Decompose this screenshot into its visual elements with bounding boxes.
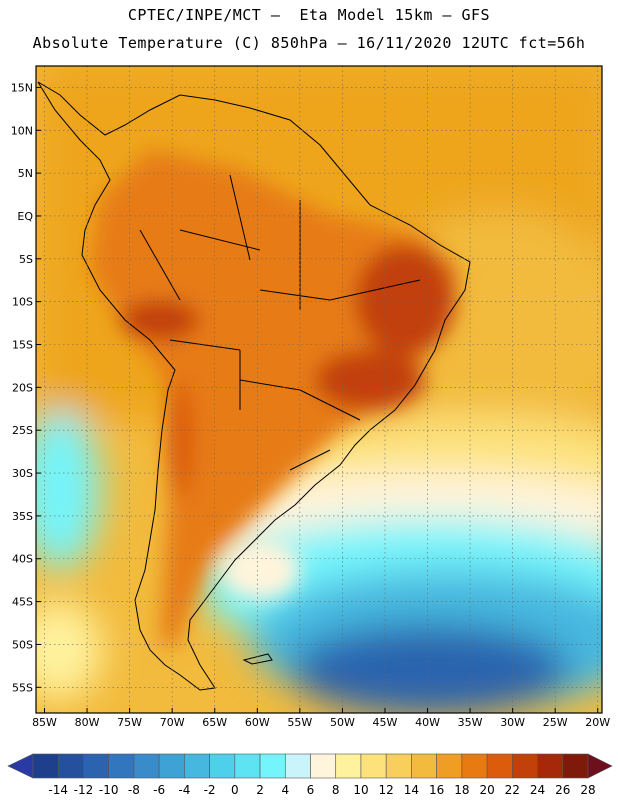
lon-tick-label: 60W (245, 716, 270, 729)
colorbar-swatch (184, 753, 210, 779)
lon-tick-label: 50W (330, 716, 355, 729)
color-bar: -14 -12 -10 -8 -6 -4 -2 0 2 4 6 8 10 12 14 16 18 20 22 24 26… (7, 753, 613, 797)
field-pacific-south (36, 600, 103, 700)
colorbar-label: -6 (153, 783, 165, 797)
south-america-outline (37, 81, 471, 691)
lat-tick-label: 10S (12, 296, 33, 309)
lon-tick-label: 75W (117, 716, 142, 729)
chart-title-line-1: CPTEC/INPE/MCT – Eta Model 15km – GFS (127, 6, 491, 24)
falkland-islands (242, 653, 273, 665)
lat-tick-label: 5S (19, 253, 33, 266)
lon-tick-label: 80W (75, 716, 100, 729)
colorbar-label: 0 (231, 783, 239, 797)
colorbar-swatch (335, 753, 362, 779)
colorbar-swatch (284, 753, 311, 779)
colorbar-swatch (436, 753, 463, 779)
lon-tick-label: 70W (160, 716, 185, 729)
colorbar-swatch (562, 753, 589, 779)
colorbar-swatch (32, 753, 59, 779)
colorbar-label: 8 (332, 783, 340, 797)
lon-tick-label: 20W (585, 716, 610, 729)
field-coldest-core (290, 625, 570, 713)
map-frame (35, 65, 603, 714)
lat-tick-label: 55S (12, 681, 33, 694)
colorbar-label: 14 (404, 783, 419, 797)
colorbar-swatch (360, 753, 387, 779)
colorbar-underflow-arrow (7, 753, 34, 779)
colorbar-swatch (57, 753, 84, 779)
colorbar-label: -10 (99, 783, 119, 797)
lon-tick-label: 45W (373, 716, 398, 729)
field-patagonia-cool (220, 540, 300, 600)
colorbar-swatch (108, 753, 135, 779)
colorbar-label: -14 (48, 783, 68, 797)
lat-tick-label: 25S (12, 424, 33, 437)
colorbar-swatch (234, 753, 261, 779)
colorbar-label: 10 (353, 783, 368, 797)
colorbar-label: 4 (281, 783, 289, 797)
lon-tick-label: 30W (500, 716, 525, 729)
lat-tick-label: 45S (12, 596, 33, 609)
coastlines (37, 81, 471, 691)
chart-title-line-2: Absolute Temperature (C) 850hPa – 16/11/… (32, 34, 586, 52)
lat-tick-label: 20S (12, 381, 33, 394)
colorbar-swatch (537, 753, 564, 779)
colorbar-swatch (310, 753, 337, 779)
colorbar-label: -12 (74, 783, 94, 797)
lat-tick-label: 10N (11, 124, 33, 137)
colorbar-label: -4 (178, 783, 190, 797)
colorbar-label: 20 (479, 783, 494, 797)
lat-tick-label: 30S (12, 467, 33, 480)
latitude-ticks: 15N 10N 5N EQ 5S 10S 15S 20S 25S 30S 35S 40S 45S 50S 5… (11, 81, 41, 694)
colorbar-swatch (83, 753, 109, 779)
colorbar-swatch (385, 753, 412, 779)
colorbar-swatch (133, 753, 160, 779)
colorbar-label: 12 (379, 783, 394, 797)
field-hot-northeast (355, 245, 455, 355)
colorbar-label: 16 (429, 783, 444, 797)
lon-tick-label: 35W (458, 716, 483, 729)
colorbar-swatch (486, 753, 513, 779)
lat-tick-label: 50S (12, 638, 33, 651)
colorbar-label: 22 (505, 783, 520, 797)
colorbar-label: 28 (580, 783, 595, 797)
colorbar-swatch (461, 753, 488, 779)
temperature-field (36, 66, 602, 713)
colorbar-label: 26 (555, 783, 570, 797)
field-hot-southeast (315, 350, 425, 410)
colorbar-swatch (209, 753, 236, 779)
colorbar-label: 18 (454, 783, 469, 797)
colorbar-swatch (158, 753, 185, 779)
lat-tick-label: 15S (12, 339, 33, 352)
field-hot-andes-north (120, 300, 200, 340)
lon-tick-label: 25W (543, 716, 568, 729)
field-hot-andes-south (166, 380, 194, 500)
colorbar-swatch (411, 753, 437, 779)
lat-tick-label: EQ (17, 210, 33, 223)
lat-tick-label: 35S (12, 510, 33, 523)
colorbar-label: 2 (256, 783, 264, 797)
longitude-ticks: 85W 80W 75W 70W 65W 60W 55W 50W 45W 40W 35W 30W 25W 2… (32, 708, 610, 729)
lat-tick-label: 15N (11, 81, 33, 94)
colorbar-swatch (259, 753, 286, 779)
lon-tick-label: 55W (287, 716, 312, 729)
lon-tick-label: 85W (32, 716, 57, 729)
colorbar-overflow-arrow (587, 753, 613, 779)
lat-tick-label: 5N (18, 167, 33, 180)
colorbar-label: -8 (128, 783, 140, 797)
colorbar-swatch (512, 753, 538, 779)
colorbar-label: 24 (530, 783, 545, 797)
colorbar-label: -2 (204, 783, 216, 797)
lon-tick-label: 65W (202, 716, 227, 729)
field-pacific-tongue (36, 410, 100, 570)
lon-tick-label: 40W (415, 716, 440, 729)
colorbar-label: 6 (307, 783, 315, 797)
lat-tick-label: 40S (12, 553, 33, 566)
